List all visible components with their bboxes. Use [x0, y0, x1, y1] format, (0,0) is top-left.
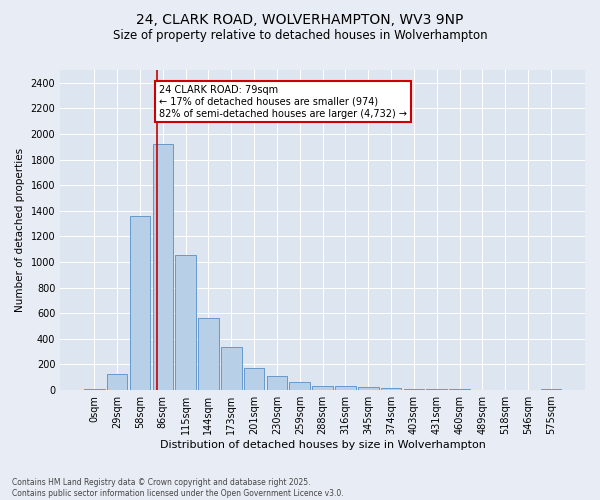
Bar	[358, 388, 379, 390]
Bar	[221, 347, 242, 390]
Bar	[107, 374, 127, 390]
Bar	[266, 376, 287, 390]
Bar	[404, 389, 424, 390]
Y-axis label: Number of detached properties: Number of detached properties	[15, 148, 25, 312]
X-axis label: Distribution of detached houses by size in Wolverhampton: Distribution of detached houses by size …	[160, 440, 485, 450]
Bar	[175, 255, 196, 390]
Text: 24, CLARK ROAD, WOLVERHAMPTON, WV3 9NP: 24, CLARK ROAD, WOLVERHAMPTON, WV3 9NP	[136, 12, 464, 26]
Bar	[198, 318, 219, 390]
Text: Size of property relative to detached houses in Wolverhampton: Size of property relative to detached ho…	[113, 29, 487, 42]
Bar	[84, 389, 104, 390]
Text: 24 CLARK ROAD: 79sqm
← 17% of detached houses are smaller (974)
82% of semi-deta: 24 CLARK ROAD: 79sqm ← 17% of detached h…	[159, 86, 407, 118]
Bar	[381, 388, 401, 390]
Text: Contains HM Land Registry data © Crown copyright and database right 2025.
Contai: Contains HM Land Registry data © Crown c…	[12, 478, 344, 498]
Bar	[335, 386, 356, 390]
Bar	[152, 144, 173, 390]
Bar	[244, 368, 265, 390]
Bar	[313, 386, 333, 390]
Bar	[541, 389, 561, 390]
Bar	[130, 216, 150, 390]
Bar	[289, 382, 310, 390]
